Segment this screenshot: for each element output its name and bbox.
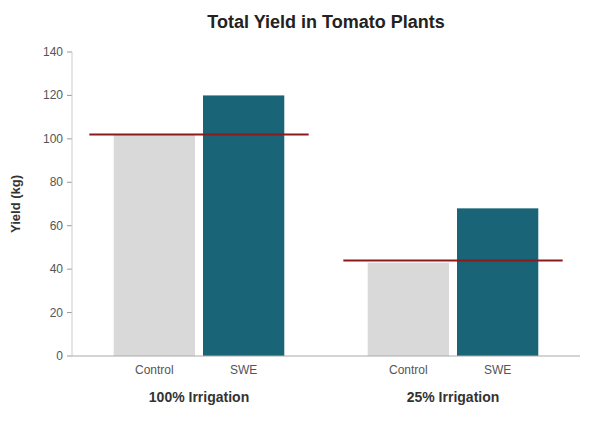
- y-axis: 0 20 40 60 80 100 120 140: [43, 45, 72, 363]
- plot-area: [89, 95, 562, 356]
- y-axis-label: Yield (kg): [8, 175, 23, 233]
- y-tick: [67, 312, 72, 313]
- y-tick-label: 140: [43, 45, 63, 59]
- y-tick: [67, 138, 72, 139]
- title: Total Yield in Tomato Plants: [207, 12, 444, 32]
- y-tick-label: 60: [50, 219, 64, 233]
- bar: [114, 135, 195, 356]
- x-axis-line: [72, 356, 580, 357]
- y-tick: [67, 356, 72, 357]
- y-tick-label: 80: [50, 175, 64, 189]
- y-tick-label: 100: [43, 132, 63, 146]
- bar: [368, 263, 449, 356]
- y-tick-label: 120: [43, 88, 63, 102]
- x-axis: Control SWE 100% Irrigation Control SWE 25% I…: [135, 363, 511, 405]
- bar: [457, 208, 538, 356]
- y-tick: [67, 269, 72, 270]
- group-label: 25% Irrigation: [407, 389, 500, 405]
- x-tick-label: Control: [389, 363, 428, 377]
- y-tick: [67, 52, 72, 53]
- x-tick-label: SWE: [484, 363, 511, 377]
- chart-svg: Total Yield in Tomato Plants Yield (kg) 0 2…: [0, 0, 600, 436]
- reference-line: [343, 259, 562, 261]
- x-tick-label: SWE: [230, 363, 257, 377]
- group-label: 100% Irrigation: [149, 389, 249, 405]
- y-axis-line: [72, 52, 73, 356]
- x-tick-label: Control: [135, 363, 174, 377]
- reference-line: [89, 134, 308, 136]
- y-tick: [67, 225, 72, 226]
- y-tick-label: 20: [50, 306, 64, 320]
- y-tick: [67, 182, 72, 183]
- y-tick-label: 0: [56, 349, 63, 363]
- y-tick: [67, 95, 72, 96]
- chart-container: Total Yield in Tomato Plants Yield (kg) 0 2…: [0, 0, 600, 436]
- y-tick-label: 40: [50, 262, 64, 276]
